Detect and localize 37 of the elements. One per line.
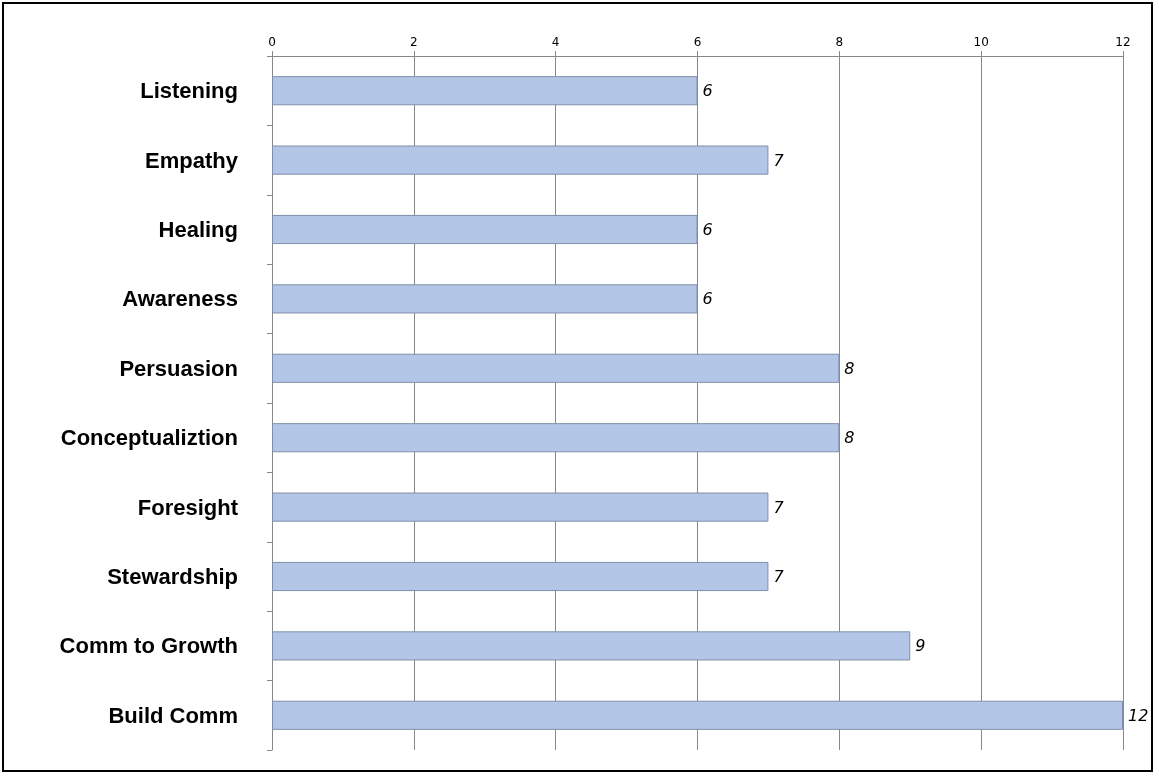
y-tick-label: Listening [140,78,238,104]
x-tick-label: 12 [1115,35,1131,49]
bar [272,492,769,522]
data-label: 6 [702,289,713,309]
bar [272,561,769,592]
y-tick-label: Persuasion [119,355,238,381]
y-tick-label: Healing [158,217,238,242]
data-label: 6 [702,81,713,101]
y-tick-label: Conceptualiztion [60,425,238,451]
bar [272,631,911,661]
x-tick-label: 8 [835,35,844,49]
bar [272,353,840,383]
bar [272,145,769,175]
bar [272,76,698,106]
data-label: 8 [844,358,855,378]
data-label: 12 [1128,705,1149,725]
x-tick-label: 2 [410,35,418,49]
data-label: 9 [915,636,926,656]
y-tick-label: Empathy [145,147,239,173]
bar [272,284,698,314]
data-label: 6 [702,220,713,239]
data-label: 7 [773,150,785,170]
y-tick-label: Build Comm [108,702,238,728]
y-tick-label: Stewardship [107,564,238,589]
x-tick-label: 10 [973,35,989,49]
bar [272,214,698,245]
bar [272,700,1123,730]
x-tick-label: 4 [551,35,560,49]
y-tick-label: Comm to Growth [59,633,238,659]
data-label: 8 [844,428,855,448]
y-tick-label: Awareness [122,286,238,312]
y-tick-label: Foresight [137,494,239,520]
bar [272,423,840,453]
data-label: 7 [773,497,785,517]
x-tick-label: 6 [693,35,702,49]
data-label: 7 [773,567,785,586]
x-tick-label: 0 [268,35,276,49]
